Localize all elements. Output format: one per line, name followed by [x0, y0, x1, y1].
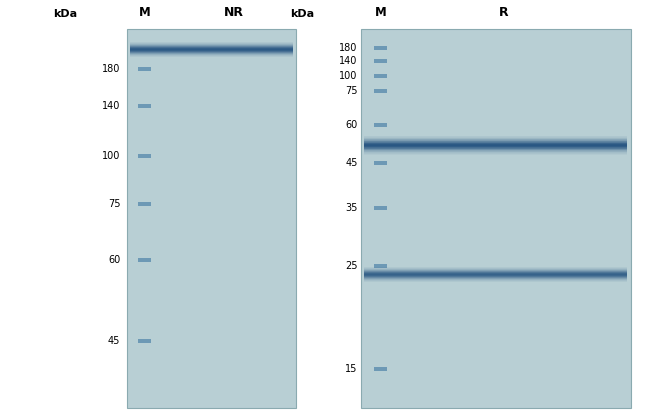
Bar [374, 123, 387, 127]
Text: 60: 60 [108, 255, 120, 265]
Text: 45: 45 [108, 336, 120, 346]
Bar [364, 137, 627, 138]
Bar [138, 154, 151, 158]
Text: kDa: kDa [53, 9, 77, 19]
Text: M: M [138, 6, 150, 19]
Text: 60: 60 [345, 120, 358, 130]
Bar [364, 150, 627, 151]
Bar [138, 339, 151, 343]
Bar [364, 142, 627, 143]
Text: 75: 75 [345, 86, 358, 96]
Text: 140: 140 [339, 56, 358, 66]
Bar [374, 46, 387, 50]
Bar [130, 53, 292, 54]
Bar [364, 139, 627, 140]
Bar [364, 267, 627, 268]
Text: 100: 100 [339, 71, 358, 81]
Bar [130, 46, 292, 47]
Bar [374, 74, 387, 78]
Text: 25: 25 [345, 261, 358, 271]
Bar [361, 29, 630, 408]
Bar [364, 151, 627, 152]
Bar [364, 272, 627, 273]
Text: 180: 180 [102, 64, 120, 74]
Bar [364, 275, 627, 276]
Bar [138, 67, 151, 71]
Bar [364, 277, 627, 278]
Bar [364, 271, 627, 272]
Bar [130, 43, 292, 44]
Bar [130, 49, 292, 50]
Text: 75: 75 [108, 199, 120, 209]
Bar [364, 146, 627, 147]
Bar [364, 278, 627, 279]
Bar [374, 59, 387, 63]
Bar [130, 52, 292, 53]
Bar [364, 280, 627, 281]
Bar [130, 55, 292, 56]
Bar [364, 153, 627, 154]
Text: R: R [499, 6, 508, 19]
Bar [130, 56, 292, 57]
Bar [364, 273, 627, 274]
Bar [364, 136, 627, 137]
Bar [364, 281, 627, 282]
Text: M: M [374, 6, 386, 19]
Bar [364, 279, 627, 280]
Bar [364, 268, 627, 269]
Text: 100: 100 [102, 151, 120, 161]
Bar [127, 29, 296, 408]
Text: 15: 15 [345, 364, 358, 374]
Bar [138, 104, 151, 108]
Text: kDa: kDa [290, 9, 315, 19]
Bar [130, 50, 292, 51]
Bar [364, 144, 627, 145]
Bar [130, 51, 292, 52]
Bar [130, 54, 292, 55]
Bar [138, 202, 151, 206]
Bar [364, 149, 627, 150]
Bar [364, 143, 627, 144]
Bar [364, 140, 627, 141]
Bar [364, 147, 627, 148]
Bar [130, 48, 292, 49]
Text: 35: 35 [345, 203, 358, 213]
Bar [130, 44, 292, 45]
Bar [364, 274, 627, 275]
Bar [364, 152, 627, 153]
Text: 140: 140 [102, 101, 120, 111]
Bar [374, 89, 387, 93]
Bar [364, 276, 627, 277]
Bar [130, 47, 292, 48]
Bar [138, 258, 151, 262]
Bar [364, 269, 627, 270]
Bar [364, 141, 627, 142]
Bar [364, 138, 627, 139]
Bar [364, 154, 627, 155]
Bar [374, 206, 387, 210]
Bar [364, 148, 627, 149]
Text: NR: NR [224, 6, 244, 19]
Bar [130, 42, 292, 43]
Text: 45: 45 [345, 158, 358, 168]
Text: 180: 180 [339, 43, 358, 53]
Bar [130, 45, 292, 46]
Bar [364, 270, 627, 271]
Bar [364, 145, 627, 146]
Bar [374, 367, 387, 371]
Bar [374, 161, 387, 165]
Bar [374, 264, 387, 268]
